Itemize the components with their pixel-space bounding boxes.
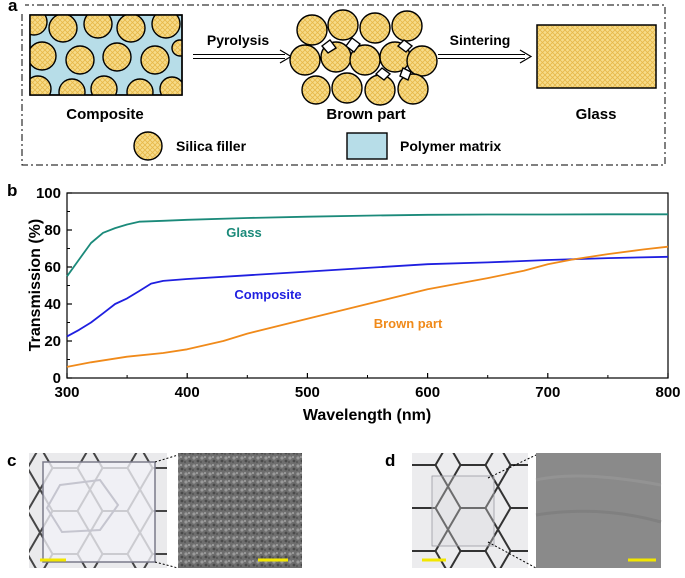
y-axis: 0 20 40 60 80 100 [36, 185, 72, 387]
panel-d-label: d [385, 451, 395, 470]
x-tick-label: 400 [175, 384, 200, 401]
panel-a: a [7, 0, 666, 166]
brown-part-caption: Brown part [326, 106, 405, 123]
polymer-legend-label: Polymer matrix [400, 138, 501, 154]
silica-legend-swatch [133, 131, 163, 161]
series-line-brown-part [66, 245, 669, 368]
panel-a-label: a [8, 0, 18, 15]
glass-caption: Glass [576, 106, 617, 123]
panel-c-label: c [7, 451, 16, 470]
x-tick-label: 800 [655, 384, 680, 401]
pyrolysis-label: Pyrolysis [207, 32, 269, 48]
series-annotation-composite: Composite [234, 287, 301, 302]
silica-legend-label: Silica filler [176, 138, 247, 154]
sintering-label: Sintering [450, 32, 511, 48]
annotation-layer: Glass Composite Brown part [226, 225, 443, 331]
panel-c: c [7, 451, 302, 569]
brown-part-schematic [289, 9, 438, 106]
panel-d: d [385, 451, 662, 569]
y-tick-label: 60 [44, 259, 61, 276]
y-tick-label: 20 [44, 333, 61, 350]
y-axis-title: Transmission (%) [27, 219, 44, 351]
x-axis-title: Wavelength (nm) [303, 407, 431, 424]
composite-caption: Composite [66, 106, 144, 123]
series-annotation-brown-part: Brown part [374, 316, 443, 331]
sintering-arrow: Sintering [438, 32, 533, 64]
glass-block [536, 24, 657, 89]
series-layer [66, 213, 669, 368]
pyrolysis-arrow: Pyrolysis [193, 32, 293, 64]
panel-b-label: b [7, 181, 17, 200]
y-tick-label: 100 [36, 185, 61, 202]
y-tick-label: 40 [44, 296, 61, 313]
series-line-composite [66, 255, 669, 338]
composite-sample [42, 461, 156, 563]
y-tick-label: 0 [53, 370, 61, 387]
x-tick-label: 600 [415, 384, 440, 401]
composite-sem-image [178, 453, 302, 568]
y-tick-label: 80 [44, 222, 61, 239]
x-axis: 300 400 500 600 700 800 [54, 373, 681, 401]
series-annotation-glass: Glass [226, 225, 261, 240]
x-tick-label: 700 [535, 384, 560, 401]
panel-b: b 0 20 40 60 80 100 300 400 500 600 700 800 Glass C… [7, 181, 681, 424]
x-tick-label: 300 [54, 384, 79, 401]
panel-a-frame [21, 4, 666, 166]
series-line-glass [66, 213, 668, 277]
glass-sample [431, 475, 495, 547]
x-tick-label: 500 [295, 384, 320, 401]
polymer-legend-swatch [346, 132, 388, 160]
composite-schematic [29, 14, 183, 96]
